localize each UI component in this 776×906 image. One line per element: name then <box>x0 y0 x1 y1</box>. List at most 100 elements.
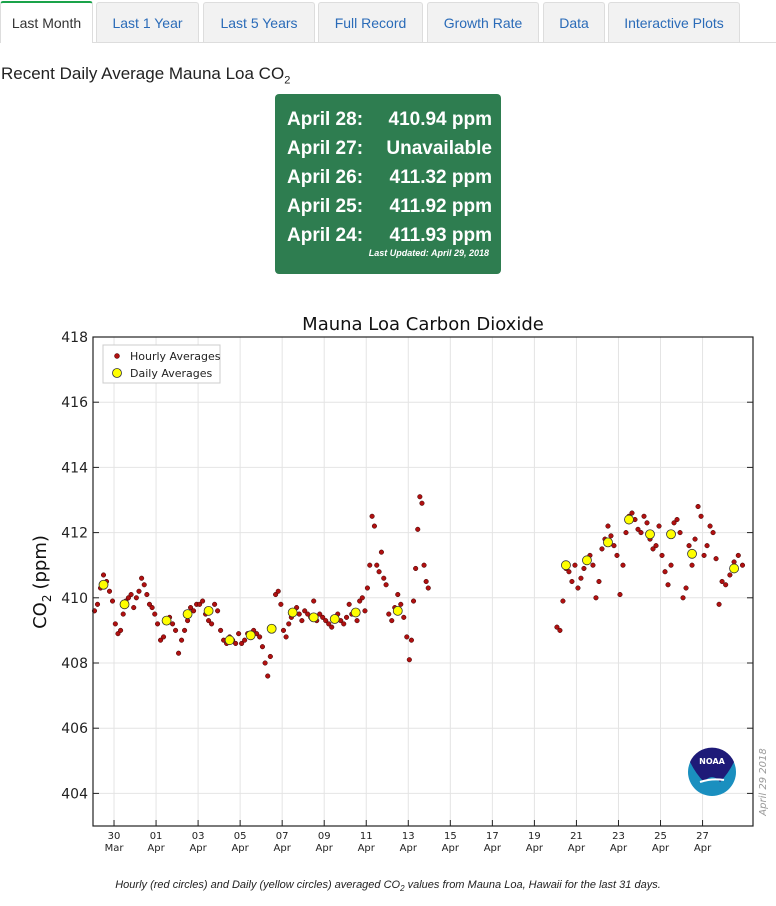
hourly-point <box>212 601 218 607</box>
hourly-point <box>417 494 423 500</box>
hourly-point <box>421 562 427 568</box>
hourly-point <box>233 640 239 646</box>
legend-hourly-marker <box>114 353 120 359</box>
hourly-point <box>257 634 263 640</box>
row-date: April 26: <box>287 167 364 188</box>
x-tick-month: Apr <box>400 843 418 854</box>
x-tick-month: Apr <box>526 843 544 854</box>
tab-last-month[interactable]: Last Month <box>0 1 93 43</box>
hourly-point <box>698 513 704 519</box>
hourly-point <box>128 591 134 598</box>
hourly-point <box>357 598 363 604</box>
hourly-point <box>674 517 680 523</box>
hourly-point <box>106 588 113 594</box>
tab-interactive-plots[interactable]: Interactive Plots <box>608 2 740 42</box>
x-tick-month: Apr <box>442 843 460 854</box>
tab-full-record[interactable]: Full Record <box>318 2 423 42</box>
hourly-point <box>656 523 662 529</box>
hourly-point <box>735 552 741 558</box>
hourly-point <box>299 618 305 624</box>
daily-point <box>687 548 697 559</box>
hourly-point <box>404 634 410 640</box>
hourly-point <box>100 572 107 578</box>
caption-sub: 2 <box>400 884 405 894</box>
y-tick-label: 418 <box>61 330 88 346</box>
hourly-point <box>152 611 158 617</box>
hourly-point <box>359 595 365 601</box>
hourly-point <box>408 637 414 643</box>
y-tick-label: 406 <box>61 721 88 737</box>
hourly-point <box>218 627 224 633</box>
hourly-point <box>185 618 191 624</box>
hourly-point <box>653 543 659 549</box>
tab-last-5-years[interactable]: Last 5 Years <box>203 2 315 42</box>
tab-last-1-year[interactable]: Last 1 Year <box>96 2 199 42</box>
hourly-point <box>161 634 167 640</box>
hourly-point <box>118 627 124 633</box>
x-tick-label: 25 <box>654 831 667 842</box>
legend: Hourly Averages Daily Averages <box>102 344 221 384</box>
recent-row: April 28: 410.94 ppm <box>287 105 492 134</box>
hourly-point <box>662 569 668 575</box>
daily-point <box>729 563 739 574</box>
y-tick-label: 416 <box>61 395 88 411</box>
daily-point <box>203 605 214 616</box>
x-tick-label: 23 <box>612 831 625 842</box>
hourly-point <box>683 585 689 591</box>
daily-point <box>392 605 403 616</box>
hourly-point <box>701 552 707 558</box>
hourly-point <box>376 569 382 575</box>
daily-point <box>666 529 676 540</box>
daily-point <box>645 529 655 540</box>
hourly-point <box>188 605 194 611</box>
hourly-point <box>713 556 719 562</box>
hourly-point <box>369 513 375 519</box>
hourly-point <box>283 634 289 640</box>
hourly-point <box>206 618 212 624</box>
legend-daily-label: Daily Averages <box>130 367 213 380</box>
hourly-point <box>179 637 185 643</box>
x-tick-label: 30 <box>108 831 121 842</box>
noaa-logo-text: NOAA <box>699 757 725 766</box>
hourly-point <box>629 510 635 516</box>
hourly-point <box>569 578 575 585</box>
x-tick-label: 03 <box>192 831 205 842</box>
last-updated: Last Updated: April 29, 2018 <box>368 248 489 258</box>
hourly-point <box>115 631 121 637</box>
hourly-point <box>671 520 677 526</box>
x-tick-month: Apr <box>652 843 670 854</box>
tab-growth-rate[interactable]: Growth Rate <box>427 2 539 42</box>
daily-point <box>350 607 361 618</box>
axes: 40440640841041241441641830Mar01Apr03Apr0… <box>61 330 753 854</box>
x-tick-month: Apr <box>694 843 712 854</box>
hourly-point <box>659 552 665 558</box>
hourly-point <box>305 611 311 617</box>
hourly-point <box>389 618 395 624</box>
x-tick-month: Mar <box>105 843 125 854</box>
date-watermark: April 29 2018 <box>758 748 769 816</box>
hourly-point <box>149 605 155 611</box>
hourly-point <box>378 549 384 555</box>
hourly-point <box>296 611 302 617</box>
hourly-point <box>367 562 373 568</box>
hourly-point <box>572 562 578 568</box>
legend-daily-marker <box>112 368 122 378</box>
hourly-point <box>141 582 147 588</box>
hourly-point <box>320 614 326 620</box>
hourly-point <box>354 618 360 624</box>
hourly-point <box>739 562 746 568</box>
hourly-point <box>94 601 101 607</box>
hourly-point <box>410 598 417 604</box>
tab-data[interactable]: Data <box>543 2 605 42</box>
legend-hourly-label: Hourly Averages <box>130 350 221 363</box>
hourly-point <box>723 582 729 588</box>
hourly-point <box>386 611 392 617</box>
daily-point <box>287 607 298 618</box>
hourly-point <box>209 621 215 627</box>
daily-point <box>582 555 592 566</box>
hourly-point <box>200 598 206 604</box>
hourly-point <box>146 601 153 607</box>
hourly-point <box>406 657 412 663</box>
x-tick-month: Apr <box>484 843 502 854</box>
hourly-point <box>623 530 629 536</box>
